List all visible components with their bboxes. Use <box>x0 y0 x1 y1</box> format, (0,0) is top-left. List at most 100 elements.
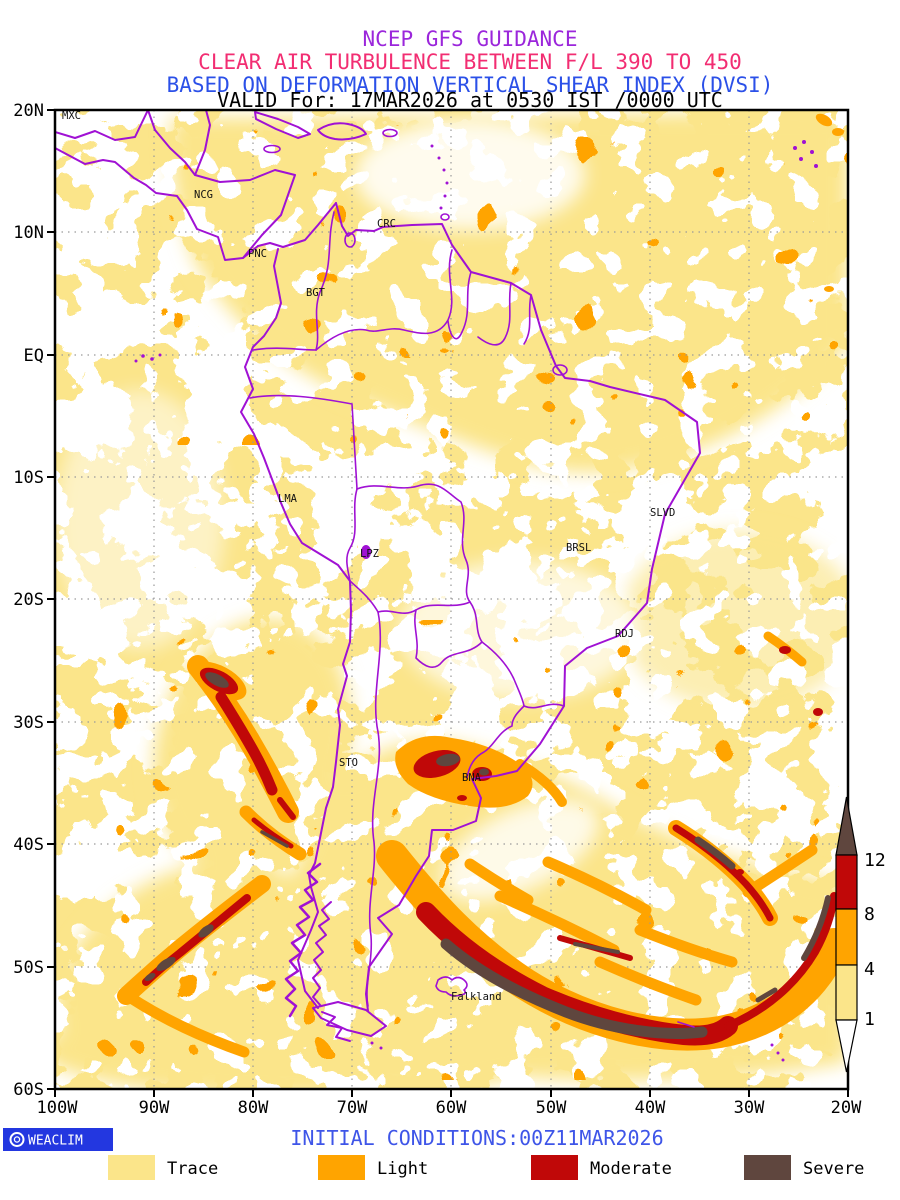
coastline-central-america-caribbean <box>147 110 296 259</box>
sw-arc-red <box>142 894 251 986</box>
border-guyana <box>447 271 472 340</box>
swirl-red-ne-tail <box>724 892 838 1030</box>
city-label: STO <box>339 757 358 769</box>
latlon-grid <box>55 110 848 1089</box>
sw-arc-tail-orange <box>122 990 250 1058</box>
border-colombia-venezuela <box>315 211 335 351</box>
city-label: BRSL <box>566 542 591 554</box>
weaclim-logo-box <box>3 1128 113 1151</box>
turbulence-features <box>117 113 848 1058</box>
lat-label: 50S <box>13 958 44 978</box>
weaclim-ring-icon <box>9 1132 25 1147</box>
colorbar <box>835 796 858 1073</box>
island-south-georgia <box>677 1021 695 1028</box>
city-label: CRC <box>377 218 396 230</box>
lat-label: 60S <box>13 1080 44 1100</box>
coastline-atlantic <box>335 202 701 1012</box>
lon-axis-labels: 100W 90W 80W 70W 60W 50W 40W 30W 20W <box>37 1098 863 1118</box>
lon-label: 100W <box>37 1098 79 1118</box>
swirl-severe-ne-seg <box>801 895 831 961</box>
footer: WEACLIM INITIAL CONDITIONS:00Z11MAR2026 … <box>3 1126 864 1180</box>
islands-lesser-antilles <box>430 144 449 210</box>
amazon-mouth-island <box>552 364 568 376</box>
legend-swatch-severe <box>744 1155 791 1180</box>
colorbar-below-arrow <box>835 1019 858 1073</box>
coastline-central-america-pacific <box>55 147 259 261</box>
right-orange-spot <box>824 286 834 292</box>
colorbar-value: 12 <box>864 850 886 871</box>
city-label: MXC <box>62 110 81 122</box>
city-labels: MXC NCG CRC PNC BGT LMA SLVD BRSL LPZ RD… <box>62 110 675 1003</box>
swirl-streak <box>542 856 652 916</box>
legend-swatch-moderate <box>531 1155 578 1180</box>
lon-label: 50W <box>536 1098 567 1118</box>
islets-cape-horn <box>370 1041 383 1050</box>
colorbar-value: 4 <box>864 959 875 980</box>
border-uruguay <box>466 703 565 779</box>
island-cuba <box>254 111 311 139</box>
city-label: Falkland <box>451 991 502 1003</box>
legend-label-light: Light <box>377 1159 428 1179</box>
swirl-severe-ne-seg-2 <box>755 987 778 1003</box>
coastal-band-red <box>251 817 294 849</box>
map-canvas: MXC NCG CRC PNC BGT LMA SLVD BRSL LPZ RD… <box>55 110 848 1089</box>
axis-ticks <box>47 109 849 1097</box>
legend-label-severe: Severe <box>803 1159 864 1179</box>
city-label: BNA <box>462 772 482 784</box>
lon-label: 90W <box>139 1098 170 1118</box>
lon-label: 60W <box>436 1098 467 1118</box>
border-french-guiana <box>523 294 532 345</box>
ne-red-dot-2 <box>813 708 823 716</box>
swirl-streak <box>494 890 620 956</box>
lat-label: 30S <box>13 713 44 733</box>
legend-swatch-light <box>318 1155 365 1180</box>
geography <box>55 110 818 1062</box>
border-peru-bolivia <box>346 488 358 582</box>
island-jamaica <box>263 144 281 154</box>
coastline-yucatan <box>194 110 211 176</box>
colorbar-trace-cell <box>835 964 858 1021</box>
city-label: BGT <box>306 287 326 299</box>
andes-red-core <box>215 691 278 796</box>
colorbar-light-cell <box>835 908 858 966</box>
swirl-inner-arc-severe <box>694 836 736 870</box>
lat-label: EQ <box>24 346 44 366</box>
title-valid-line: VALID For: 17MAR2026 at 0530 IST /0000 U… <box>217 88 723 112</box>
border-venezuela-brazil <box>315 249 453 351</box>
border-colombia-ecuador <box>252 347 317 351</box>
lon-ticks <box>54 1089 849 1097</box>
city-label: PNC <box>248 248 267 260</box>
island-puerto-rico <box>382 128 398 138</box>
patagonia-fjords-scribble-2 <box>312 901 332 1007</box>
islands-cape-verde <box>793 140 818 168</box>
island-trinidad <box>440 213 450 221</box>
islets-south-sandwich <box>770 1043 785 1062</box>
city-label: LPZ <box>360 548 379 560</box>
swirl-severe-core <box>440 938 708 1039</box>
lat-label: 10S <box>13 468 44 488</box>
islands-galapagos <box>134 353 162 363</box>
grid-parallels <box>55 231 848 968</box>
lake-titicaca <box>361 545 371 559</box>
border-argentina-chile <box>366 611 382 1007</box>
ne-red-dot-1 <box>779 646 791 654</box>
colorbar-value: 8 <box>864 904 875 925</box>
coastline-pacific <box>240 248 352 1009</box>
lat-label: 20S <box>13 590 44 610</box>
coastline-colombia-north <box>257 202 337 248</box>
weaclim-logo-text: WEACLIM <box>28 1134 83 1149</box>
title-line-3: BASED ON DEFORMATION VERTICAL SHEAR INDE… <box>167 73 774 97</box>
lon-label: 30W <box>734 1098 765 1118</box>
islands-falkland <box>435 976 468 997</box>
lat-axis-labels: 20N 10N EQ 10S 20S 30S 40S 50S 60S <box>13 101 44 1100</box>
border-paraguay <box>414 601 483 669</box>
legend-swatch-trace <box>108 1155 155 1180</box>
swirl-streak <box>464 858 534 906</box>
swirl-mid-severe-streak <box>573 942 620 954</box>
lon-label: 20W <box>831 1098 862 1118</box>
sw-arc-severe-2 <box>156 957 176 971</box>
swirl-red-dot <box>736 869 744 875</box>
legend-label-trace: Trace <box>167 1159 218 1179</box>
